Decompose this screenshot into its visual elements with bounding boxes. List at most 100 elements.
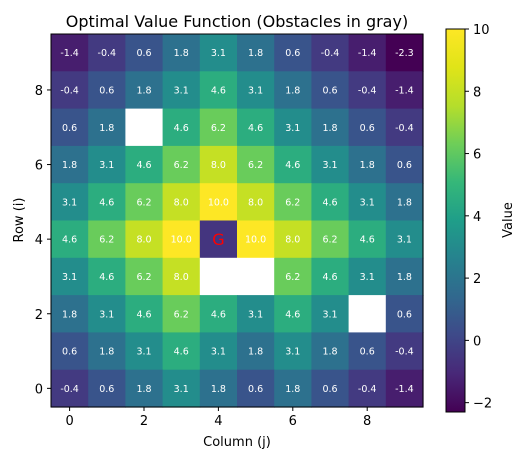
colorbar-tick-label: 6 (473, 148, 481, 163)
heatmap-cell (237, 220, 275, 259)
x-tick-label: 4 (214, 414, 222, 429)
heatmap-cell (199, 108, 238, 147)
cell-value-label: 4.6 (322, 197, 337, 208)
x-tick-label: 2 (140, 414, 148, 429)
heatmap-cell (348, 220, 387, 259)
cell-value-label: 3.1 (285, 123, 300, 134)
heatmap-cell (51, 257, 89, 296)
cell-value-label: -1.4 (395, 85, 414, 96)
x-tick-label: 0 (65, 414, 73, 429)
heatmap-cell (199, 183, 238, 222)
cell-value-label: 4.6 (136, 309, 151, 320)
heatmap-cell (385, 369, 424, 408)
cell-value-label: -0.4 (321, 48, 340, 59)
cell-value-label: 1.8 (285, 85, 300, 96)
cell-value-label: 1.8 (322, 123, 337, 134)
cell-value-label: -2.3 (395, 48, 414, 59)
cell-value-label: 3.1 (211, 48, 226, 59)
cell-value-label: 0.6 (322, 384, 337, 395)
obstacle-cell (237, 257, 275, 296)
heatmap-cell (162, 332, 201, 371)
colorbar-axis: −2 0 2 4 6 8 10 (465, 23, 492, 412)
cell-value-label: 4.6 (211, 85, 226, 96)
heatmap-cell (311, 295, 350, 333)
cell-value-label: 1.8 (136, 85, 151, 96)
heatmap-cell (274, 332, 312, 371)
heatmap-cell (237, 145, 275, 184)
heatmap-cell (199, 34, 238, 72)
y-tick-label: 8 (35, 84, 43, 99)
cell-value-label: 3.1 (211, 347, 226, 358)
heatmap-cell (237, 108, 275, 147)
heatmap-cell (385, 34, 424, 72)
heatmap-cell (51, 108, 89, 147)
heatmap-cell (311, 34, 350, 72)
cell-value-label: 1.8 (62, 309, 77, 320)
cell-value-label: 0.6 (322, 85, 337, 96)
cell-value-label: 1.8 (62, 160, 77, 171)
cell-value-label: 4.6 (285, 309, 300, 320)
heatmap-cell (88, 369, 126, 408)
heatmap-cell (162, 369, 201, 408)
cell-value-label: 6.2 (136, 272, 151, 283)
cell-value-label: 1.8 (136, 384, 151, 395)
cell-value-label: 4.6 (62, 235, 77, 246)
heatmap-cell (237, 34, 275, 72)
heatmap-cell (125, 183, 164, 222)
heatmap-cell (385, 71, 424, 110)
cell-value-label: 1.8 (174, 48, 189, 59)
x-tick-label: 8 (363, 414, 371, 429)
cell-value-label: 6.2 (136, 197, 151, 208)
heatmap-cell (385, 295, 424, 333)
heatmap-cell (237, 183, 275, 222)
x-axis-label: Column (j) (203, 435, 271, 450)
heatmap-cell (348, 145, 387, 184)
cell-value-label: 8.0 (285, 235, 300, 246)
cell-value-label: 1.8 (99, 123, 114, 134)
heatmap-cell (348, 34, 387, 72)
cell-value-label: 0.6 (248, 384, 263, 395)
heatmap-cell (311, 183, 350, 222)
heatmap-cell (237, 295, 275, 333)
colorbar-gradient (445, 28, 466, 413)
cell-value-label: 0.6 (360, 347, 375, 358)
heatmap-cell (348, 332, 387, 371)
heatmap-cell (88, 34, 126, 72)
heatmap-cell (51, 145, 89, 184)
heatmap-cell (348, 369, 387, 408)
heatmap-cells (51, 34, 424, 408)
heatmap-cell (162, 145, 201, 184)
cell-value-label: -0.4 (98, 48, 117, 59)
cell-value-label: 4.6 (99, 197, 114, 208)
heatmap-cell (51, 183, 89, 222)
heatmap-cell (237, 369, 275, 408)
heatmap-cell (125, 369, 164, 408)
x-tick-label: 6 (289, 414, 297, 429)
heatmap-cell (51, 369, 89, 408)
plot-frame (50, 33, 424, 408)
cell-value-label: 6.2 (322, 235, 337, 246)
obstacle-cell (199, 257, 238, 296)
cell-value-label: 1.8 (397, 272, 412, 283)
cell-value-label: -0.4 (60, 85, 79, 96)
cell-value-label: 8.0 (174, 197, 189, 208)
cell-value-label: 3.1 (99, 160, 114, 171)
cell-value-label: 6.2 (285, 272, 300, 283)
heatmap-cell (385, 257, 424, 296)
cell-value-label: 3.1 (174, 384, 189, 395)
colorbar-tick-label: 2 (473, 272, 481, 287)
cell-value-label: 8.0 (174, 272, 189, 283)
cell-value-label: 8.0 (211, 160, 226, 171)
cell-value-label: 3.1 (174, 85, 189, 96)
heatmap-cell (51, 34, 89, 72)
cell-value-label: 4.6 (174, 123, 189, 134)
heatmap-cell (274, 108, 312, 147)
heatmap-cell (88, 108, 126, 147)
heatmap-cell (88, 71, 126, 110)
cell-value-label: 8.0 (136, 235, 151, 246)
cell-value-label: -0.4 (395, 347, 414, 358)
heatmap-cell (199, 71, 238, 110)
cell-value-label: 4.6 (136, 160, 151, 171)
cell-value-label: 0.6 (99, 85, 114, 96)
cell-value-label: -0.4 (60, 384, 79, 395)
